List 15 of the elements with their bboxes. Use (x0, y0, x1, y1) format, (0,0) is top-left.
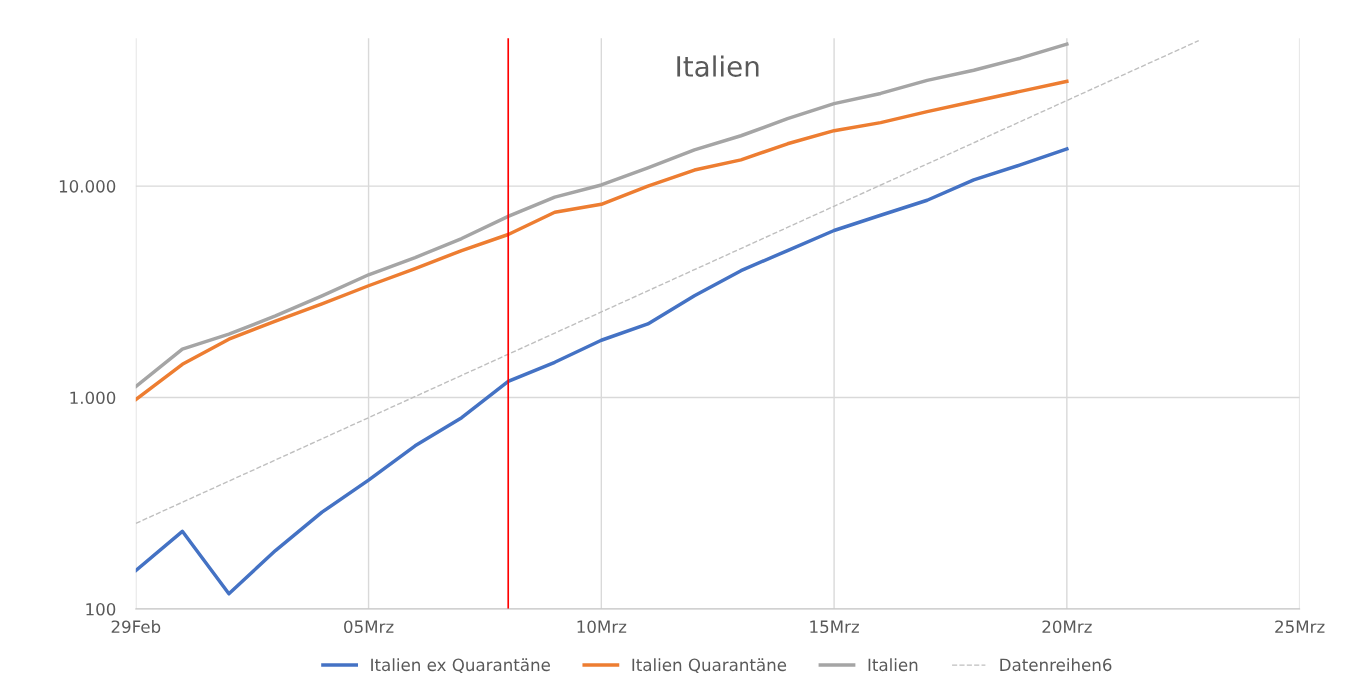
text: Italien (677, 55, 759, 77)
x-tick-label: 29Feb (111, 620, 161, 634)
x-tick-label: 05Mrz (344, 620, 394, 634)
y-tick-label: 10.000 (59, 180, 116, 193)
legend-label: Italien Quarantäne (632, 658, 787, 674)
x-tick-label: 15Mrz (810, 620, 859, 634)
legend-label: Italien ex Quarantäne (371, 658, 550, 674)
y-tick-label: 100 (86, 602, 116, 616)
line-series (135, 147, 1069, 596)
y-tick-label: 1.000 (70, 391, 116, 405)
legend-label: Italien (868, 658, 918, 672)
x-tick-label: 20Mrz (1042, 620, 1092, 634)
x-tick-label: 10Mrz (577, 620, 627, 634)
legend-label: Datenreihen6 (1000, 658, 1112, 672)
x-tick-label: 25Mrz (1275, 620, 1325, 634)
